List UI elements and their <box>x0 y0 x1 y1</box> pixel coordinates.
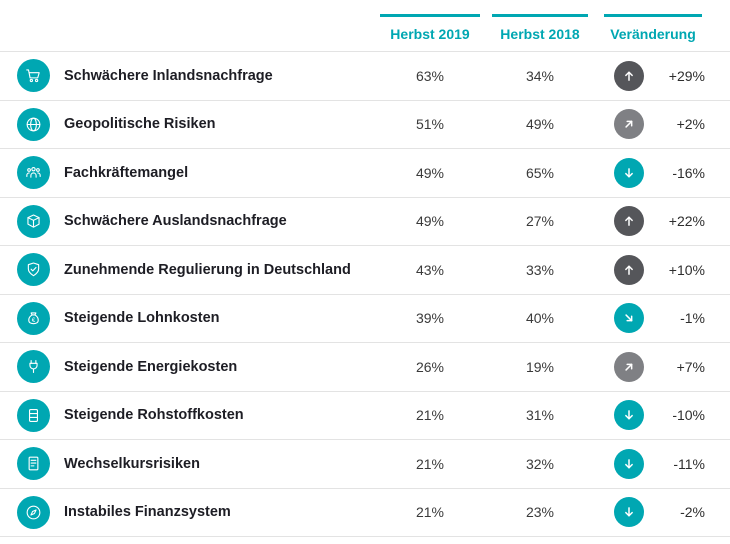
table-row: € Steigende Lohnkosten 39% 40% -1% <box>0 295 730 343</box>
change-value: +10% <box>668 261 705 278</box>
trend-up-slight-icon <box>614 351 644 382</box>
trend-down-icon <box>614 157 644 188</box>
shield-check-icon <box>17 253 50 287</box>
risk-label: Geopolitische Risiken <box>64 116 216 133</box>
trend-down-slight-icon <box>614 303 644 334</box>
value-2018: 31% <box>525 407 555 424</box>
risk-label: Schwächere Inlandsnachfrage <box>64 67 273 84</box>
value-2018: 49% <box>525 116 555 133</box>
compass-icon <box>17 495 50 529</box>
value-2018: 40% <box>525 310 555 327</box>
risk-label: Steigende Lohnkosten <box>64 310 220 327</box>
table-row: Steigende Rohstoffkosten 21% 31% -10% <box>0 392 730 440</box>
value-2018: 23% <box>525 504 555 521</box>
value-2018: 32% <box>525 455 555 472</box>
value-2019: 21% <box>415 455 445 472</box>
trend-up-icon <box>614 254 644 285</box>
value-2018: 27% <box>525 213 555 230</box>
value-2019: 49% <box>415 164 445 181</box>
risk-label: Steigende Rohstoffkosten <box>64 407 244 424</box>
change-value: -1% <box>680 310 705 327</box>
barrel-icon <box>17 398 50 432</box>
risk-label: Instabiles Finanzsystem <box>64 504 231 521</box>
change-value: -11% <box>673 455 705 472</box>
value-2019: 21% <box>415 504 445 521</box>
value-2019: 43% <box>415 261 445 278</box>
value-2019: 21% <box>415 407 445 424</box>
value-2019: 26% <box>415 358 445 375</box>
trend-up-icon <box>614 60 644 91</box>
trend-down-icon <box>614 448 644 479</box>
plug-icon <box>17 350 50 384</box>
column-header-herbst-2019: Herbst 2019 <box>380 14 480 42</box>
table-row: Geopolitische Risiken 51% 49% +2% <box>0 101 730 149</box>
value-2018: 33% <box>525 261 555 278</box>
change-value: -2% <box>680 504 705 521</box>
risk-label: Zunehmende Regulierung in Deutschland <box>64 261 351 278</box>
column-header-veraenderung: Veränderung <box>604 14 702 42</box>
money-bag-icon: € <box>17 301 50 335</box>
people-icon <box>17 156 50 190</box>
change-value: +22% <box>668 213 705 230</box>
risk-label: Fachkräftemangel <box>64 164 189 181</box>
change-value: +7% <box>676 358 705 375</box>
value-2019: 39% <box>415 310 445 327</box>
table-row: Zunehmende Regulierung in Deutschland 43… <box>0 246 730 295</box>
table-row: Fachkräftemangel 49% 65% -16% <box>0 149 730 198</box>
table-row: Wechselkursrisiken 21% 32% -11% <box>0 440 730 489</box>
table-header: Herbst 2019 Herbst 2018 Veränderung <box>0 0 730 52</box>
value-2018: 19% <box>525 358 555 375</box>
table-row: Schwächere Inlandsnachfrage 63% 34% +29% <box>0 52 730 101</box>
value-2019: 49% <box>415 213 445 230</box>
cart-icon <box>17 59 50 93</box>
table-row: Steigende Energiekosten 26% 19% +7% <box>0 343 730 392</box>
globe-icon <box>17 107 50 141</box>
value-2019: 63% <box>415 67 445 84</box>
change-value: -10% <box>672 407 705 424</box>
package-icon <box>17 204 50 238</box>
risk-label: Schwächere Auslandsnachfrage <box>64 213 287 230</box>
change-value: +29% <box>668 67 705 84</box>
risk-label: Steigende Energiekosten <box>64 358 238 375</box>
trend-down-icon <box>614 497 644 528</box>
risk-label: Wechselkursrisiken <box>64 455 200 472</box>
column-header-herbst-2018: Herbst 2018 <box>492 14 588 42</box>
list-icon <box>17 447 50 481</box>
trend-down-icon <box>614 400 644 431</box>
value-2019: 51% <box>415 116 445 133</box>
value-2018: 34% <box>525 67 555 84</box>
trend-up-icon <box>614 206 644 237</box>
trend-up-slight-icon <box>614 109 644 140</box>
svg-text:€: € <box>32 318 36 324</box>
change-value: -16% <box>672 164 705 181</box>
value-2018: 65% <box>525 164 555 181</box>
table-row: Instabiles Finanzsystem 21% 23% -2% <box>0 489 730 537</box>
change-value: +2% <box>676 116 705 133</box>
table-row: Schwächere Auslandsnachfrage 49% 27% +22… <box>0 198 730 246</box>
